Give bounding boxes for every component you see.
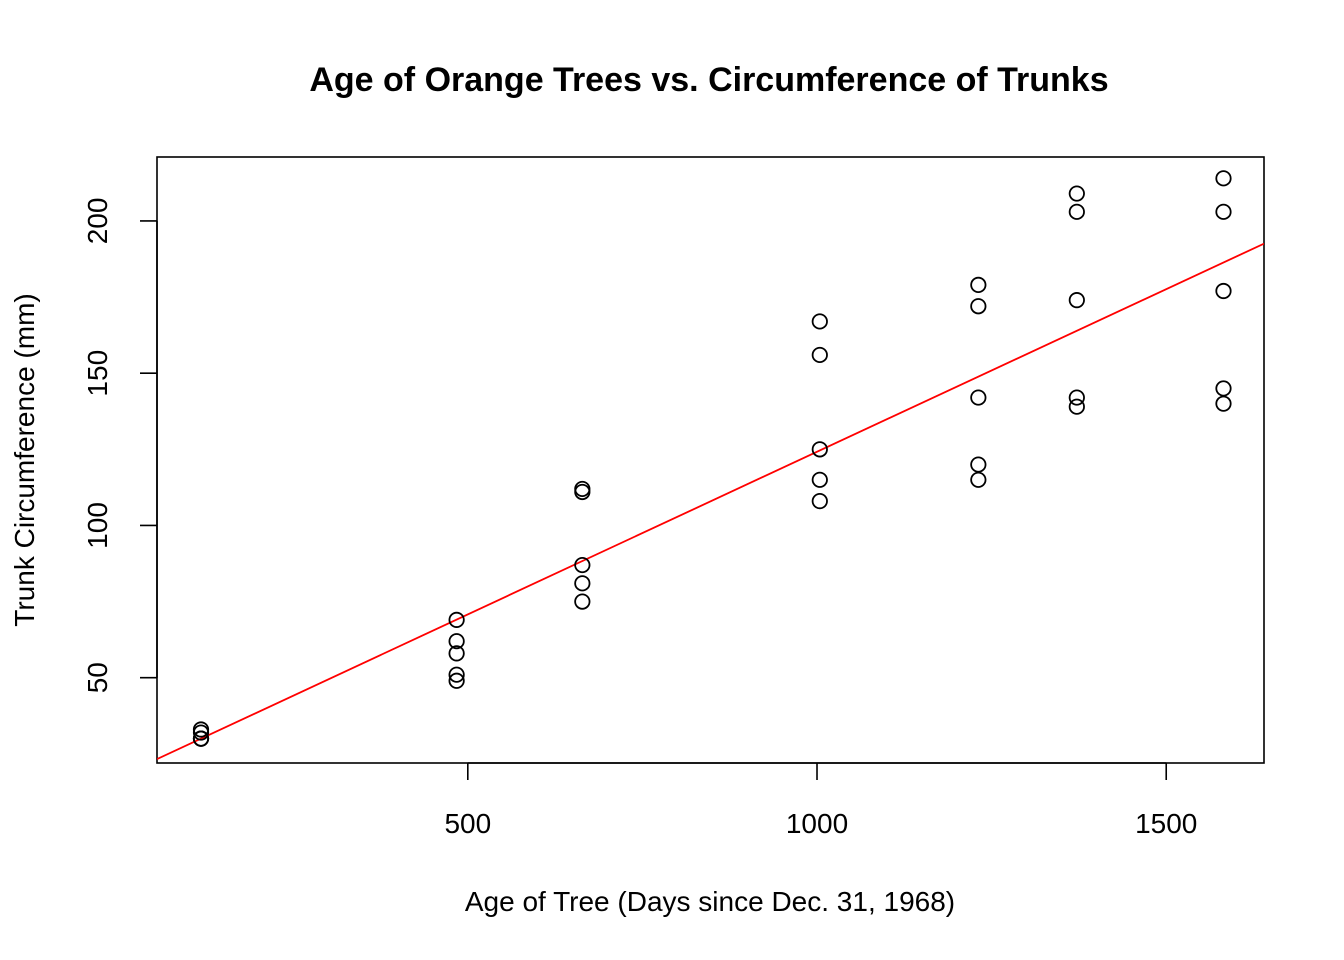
data-point [192,724,210,741]
data-point [1068,398,1085,415]
x-tick-label: 1500 [1135,808,1197,839]
data-point [448,645,465,662]
plot-frame [156,156,1265,764]
x-axis-label: Age of Tree (Days since Dec. 31, 1968) [465,886,955,917]
chart-title: Age of Orange Trees vs. Circumference of… [309,61,1108,99]
regression-line [157,242,1264,760]
data-point [574,556,591,574]
data-point [970,389,987,406]
data-point [448,611,465,628]
data-point [811,346,828,364]
data-point [811,493,828,510]
data-point [574,480,591,498]
data-point [1068,185,1085,202]
data-point [1068,389,1085,406]
y-tick-label: 200 [82,198,113,245]
fit-line-layer [157,242,1264,760]
data-point [811,441,828,458]
data-point [448,666,465,683]
data-point [574,593,591,610]
data-point [448,633,465,650]
y-tick-label: 100 [82,502,113,549]
y-tick-label: 50 [82,662,113,693]
x-axis: 500 1000 1500 [444,762,1197,839]
data-point [811,471,828,488]
data-point [970,276,987,293]
data-point [811,313,828,330]
points-layer [192,170,1232,747]
y-tick-label: 150 [82,350,113,397]
data-point [1215,170,1232,187]
y-axis: 50 100 150 200 [82,198,158,693]
data-point [1068,292,1085,309]
data-point [1215,380,1232,397]
data-point [970,298,987,315]
data-point [970,456,987,473]
y-axis-label: Trunk Circumference (mm) [9,293,40,626]
data-point [1215,395,1232,412]
data-point [192,730,210,747]
data-point [1215,203,1232,220]
data-point [1215,282,1232,300]
data-point [448,672,465,689]
x-tick-label: 1000 [786,808,848,839]
data-point [574,575,591,592]
data-point [1068,203,1085,220]
x-tick-label: 500 [444,808,491,839]
data-point [970,471,987,488]
